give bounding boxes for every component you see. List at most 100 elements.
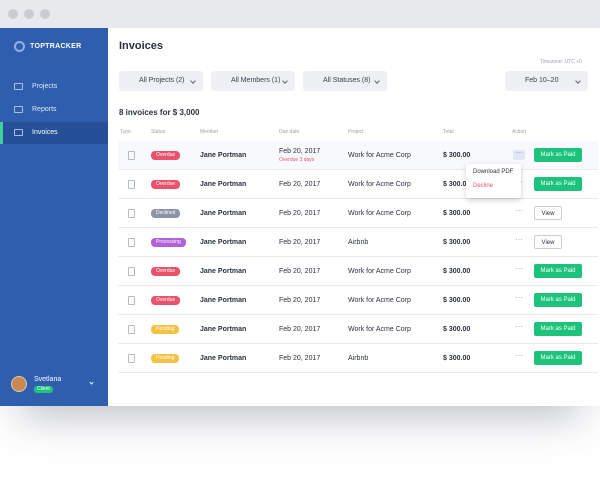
- more-button[interactable]: ···: [515, 235, 523, 244]
- action-button[interactable]: View: [534, 235, 562, 249]
- column-header: Type: [120, 129, 131, 135]
- due-date: Feb 20, 2017: [279, 148, 321, 155]
- action-button[interactable]: Mark as Paid: [534, 293, 582, 307]
- type-icon: [128, 354, 135, 363]
- page-title: Invoices: [119, 40, 164, 52]
- status-badge: Pending: [151, 325, 180, 334]
- total: $ 300.00: [443, 268, 471, 275]
- due-date: Feb 20, 2017: [279, 268, 321, 275]
- more-button[interactable]: ···: [515, 351, 523, 360]
- more-button[interactable]: ···: [515, 264, 523, 273]
- more-button[interactable]: ···: [515, 293, 523, 302]
- member: Jane Portman: [200, 152, 247, 159]
- action-button[interactable]: Mark as Paid: [534, 148, 582, 162]
- avatar: [11, 376, 27, 392]
- type-icon: [128, 296, 135, 305]
- filter-dropdown[interactable]: All Members (1): [211, 71, 295, 91]
- more-button[interactable]: ···: [513, 149, 525, 160]
- action-button[interactable]: View: [534, 206, 562, 220]
- column-header: Member: [200, 129, 219, 135]
- action-button[interactable]: Mark as Paid: [534, 177, 582, 191]
- user-caret: [89, 380, 94, 385]
- dropdown-menu: Download PDF Decline: [466, 164, 521, 198]
- more-button[interactable]: ···: [515, 206, 523, 215]
- due-date: Feb 20, 2017: [279, 297, 321, 304]
- action-button[interactable]: Mark as Paid: [534, 322, 582, 336]
- column-header: Total: [443, 129, 454, 135]
- member: Jane Portman: [200, 181, 247, 188]
- nav-label: Projects: [32, 83, 58, 90]
- project: Work for Acme Corp: [348, 181, 411, 188]
- status-badge: Overdue: [151, 267, 181, 276]
- member: Jane Portman: [200, 355, 247, 362]
- status-badge: Pending: [151, 354, 180, 363]
- project: Work for Acme Corp: [348, 152, 411, 159]
- nav-label: Invoices: [32, 129, 58, 136]
- total: $ 300.00: [443, 239, 471, 246]
- nav-item[interactable]: Projects: [0, 76, 108, 98]
- type-icon: [128, 209, 135, 218]
- timezone: Timezone: UTC +0: [540, 59, 582, 65]
- summary: 8 invoices for $ 3,000: [119, 108, 200, 117]
- window-dot: [8, 9, 18, 19]
- window-dot: [40, 9, 50, 19]
- table-row: Declined Jane Portman Feb 20, 2017 Work for…: [118, 199, 598, 228]
- total: $ 300.00: [443, 355, 471, 362]
- user-role: Client: [34, 386, 53, 393]
- table-row: Processing Jane Portman Feb 20, 2017 Airbnb…: [118, 228, 598, 257]
- member: Jane Portman: [200, 210, 247, 217]
- total: $ 300.00: [443, 210, 471, 217]
- project: Airbnb: [348, 355, 369, 362]
- nav-icon: [14, 83, 23, 90]
- member: Jane Portman: [200, 239, 247, 246]
- nav-icon: [14, 106, 23, 113]
- status-badge: Overdue: [151, 151, 181, 160]
- action-button[interactable]: Mark as Paid: [534, 351, 582, 365]
- project: Work for Acme Corp: [348, 297, 411, 304]
- due-date: Feb 20, 2017: [279, 239, 321, 246]
- filter-dropdown[interactable]: All Projects (2): [119, 71, 203, 91]
- due-date: Feb 20, 2017: [279, 210, 321, 217]
- type-icon: [128, 325, 135, 334]
- logo: TOPTRACKER: [30, 43, 82, 50]
- nav-label: Reports: [32, 106, 57, 113]
- date-picker[interactable]: Feb 10–20: [505, 71, 588, 91]
- action-button[interactable]: Mark as Paid: [534, 264, 582, 278]
- project: Work for Acme Corp: [348, 210, 411, 217]
- due-date: Feb 20, 2017: [279, 181, 321, 188]
- member: Jane Portman: [200, 297, 247, 304]
- status-badge: Overdue: [151, 296, 181, 305]
- total: $ 300.00: [443, 297, 471, 304]
- type-icon: [128, 180, 135, 189]
- status-badge: Processing: [151, 238, 186, 247]
- column-header: Project: [348, 129, 364, 135]
- nav-icon: [14, 129, 23, 136]
- status-badge: Declined: [151, 209, 181, 218]
- table-row: Overdue Jane Portman Feb 20, 2017 Work for …: [118, 257, 598, 286]
- total: $ 300.00: [443, 181, 471, 188]
- project: Airbnb: [348, 239, 369, 246]
- menu-item[interactable]: Download PDF: [473, 169, 514, 175]
- table-row: Pending Jane Portman Feb 20, 2017 Work for …: [118, 315, 598, 344]
- total: $ 300.00: [443, 326, 471, 333]
- more-button[interactable]: ···: [515, 322, 523, 331]
- nav-item[interactable]: Reports: [0, 99, 108, 121]
- sidebar: TOPTRACKER Projects Reports Invoices Sve…: [0, 28, 108, 406]
- filter-dropdown[interactable]: All Statuses (8): [303, 71, 387, 91]
- user-name[interactable]: Svetlana: [34, 376, 62, 383]
- column-header: Status: [151, 129, 166, 135]
- project: Work for Acme Corp: [348, 268, 411, 275]
- due-date: Feb 20, 2017: [279, 326, 321, 333]
- type-icon: [128, 151, 135, 160]
- member: Jane Portman: [200, 268, 247, 275]
- project: Work for Acme Corp: [348, 326, 411, 333]
- window-dot: [24, 9, 34, 19]
- nav-item[interactable]: Invoices: [0, 122, 108, 144]
- table-row: Overdue Jane Portman Feb 20, 2017 Work for …: [118, 170, 598, 199]
- menu-item[interactable]: Decline: [473, 183, 494, 189]
- table-row: Pending Jane Portman Feb 20, 2017 Airbnb $ 3…: [118, 344, 598, 373]
- type-icon: [128, 238, 135, 247]
- status-badge: Overdue: [151, 180, 181, 189]
- type-icon: [128, 267, 135, 276]
